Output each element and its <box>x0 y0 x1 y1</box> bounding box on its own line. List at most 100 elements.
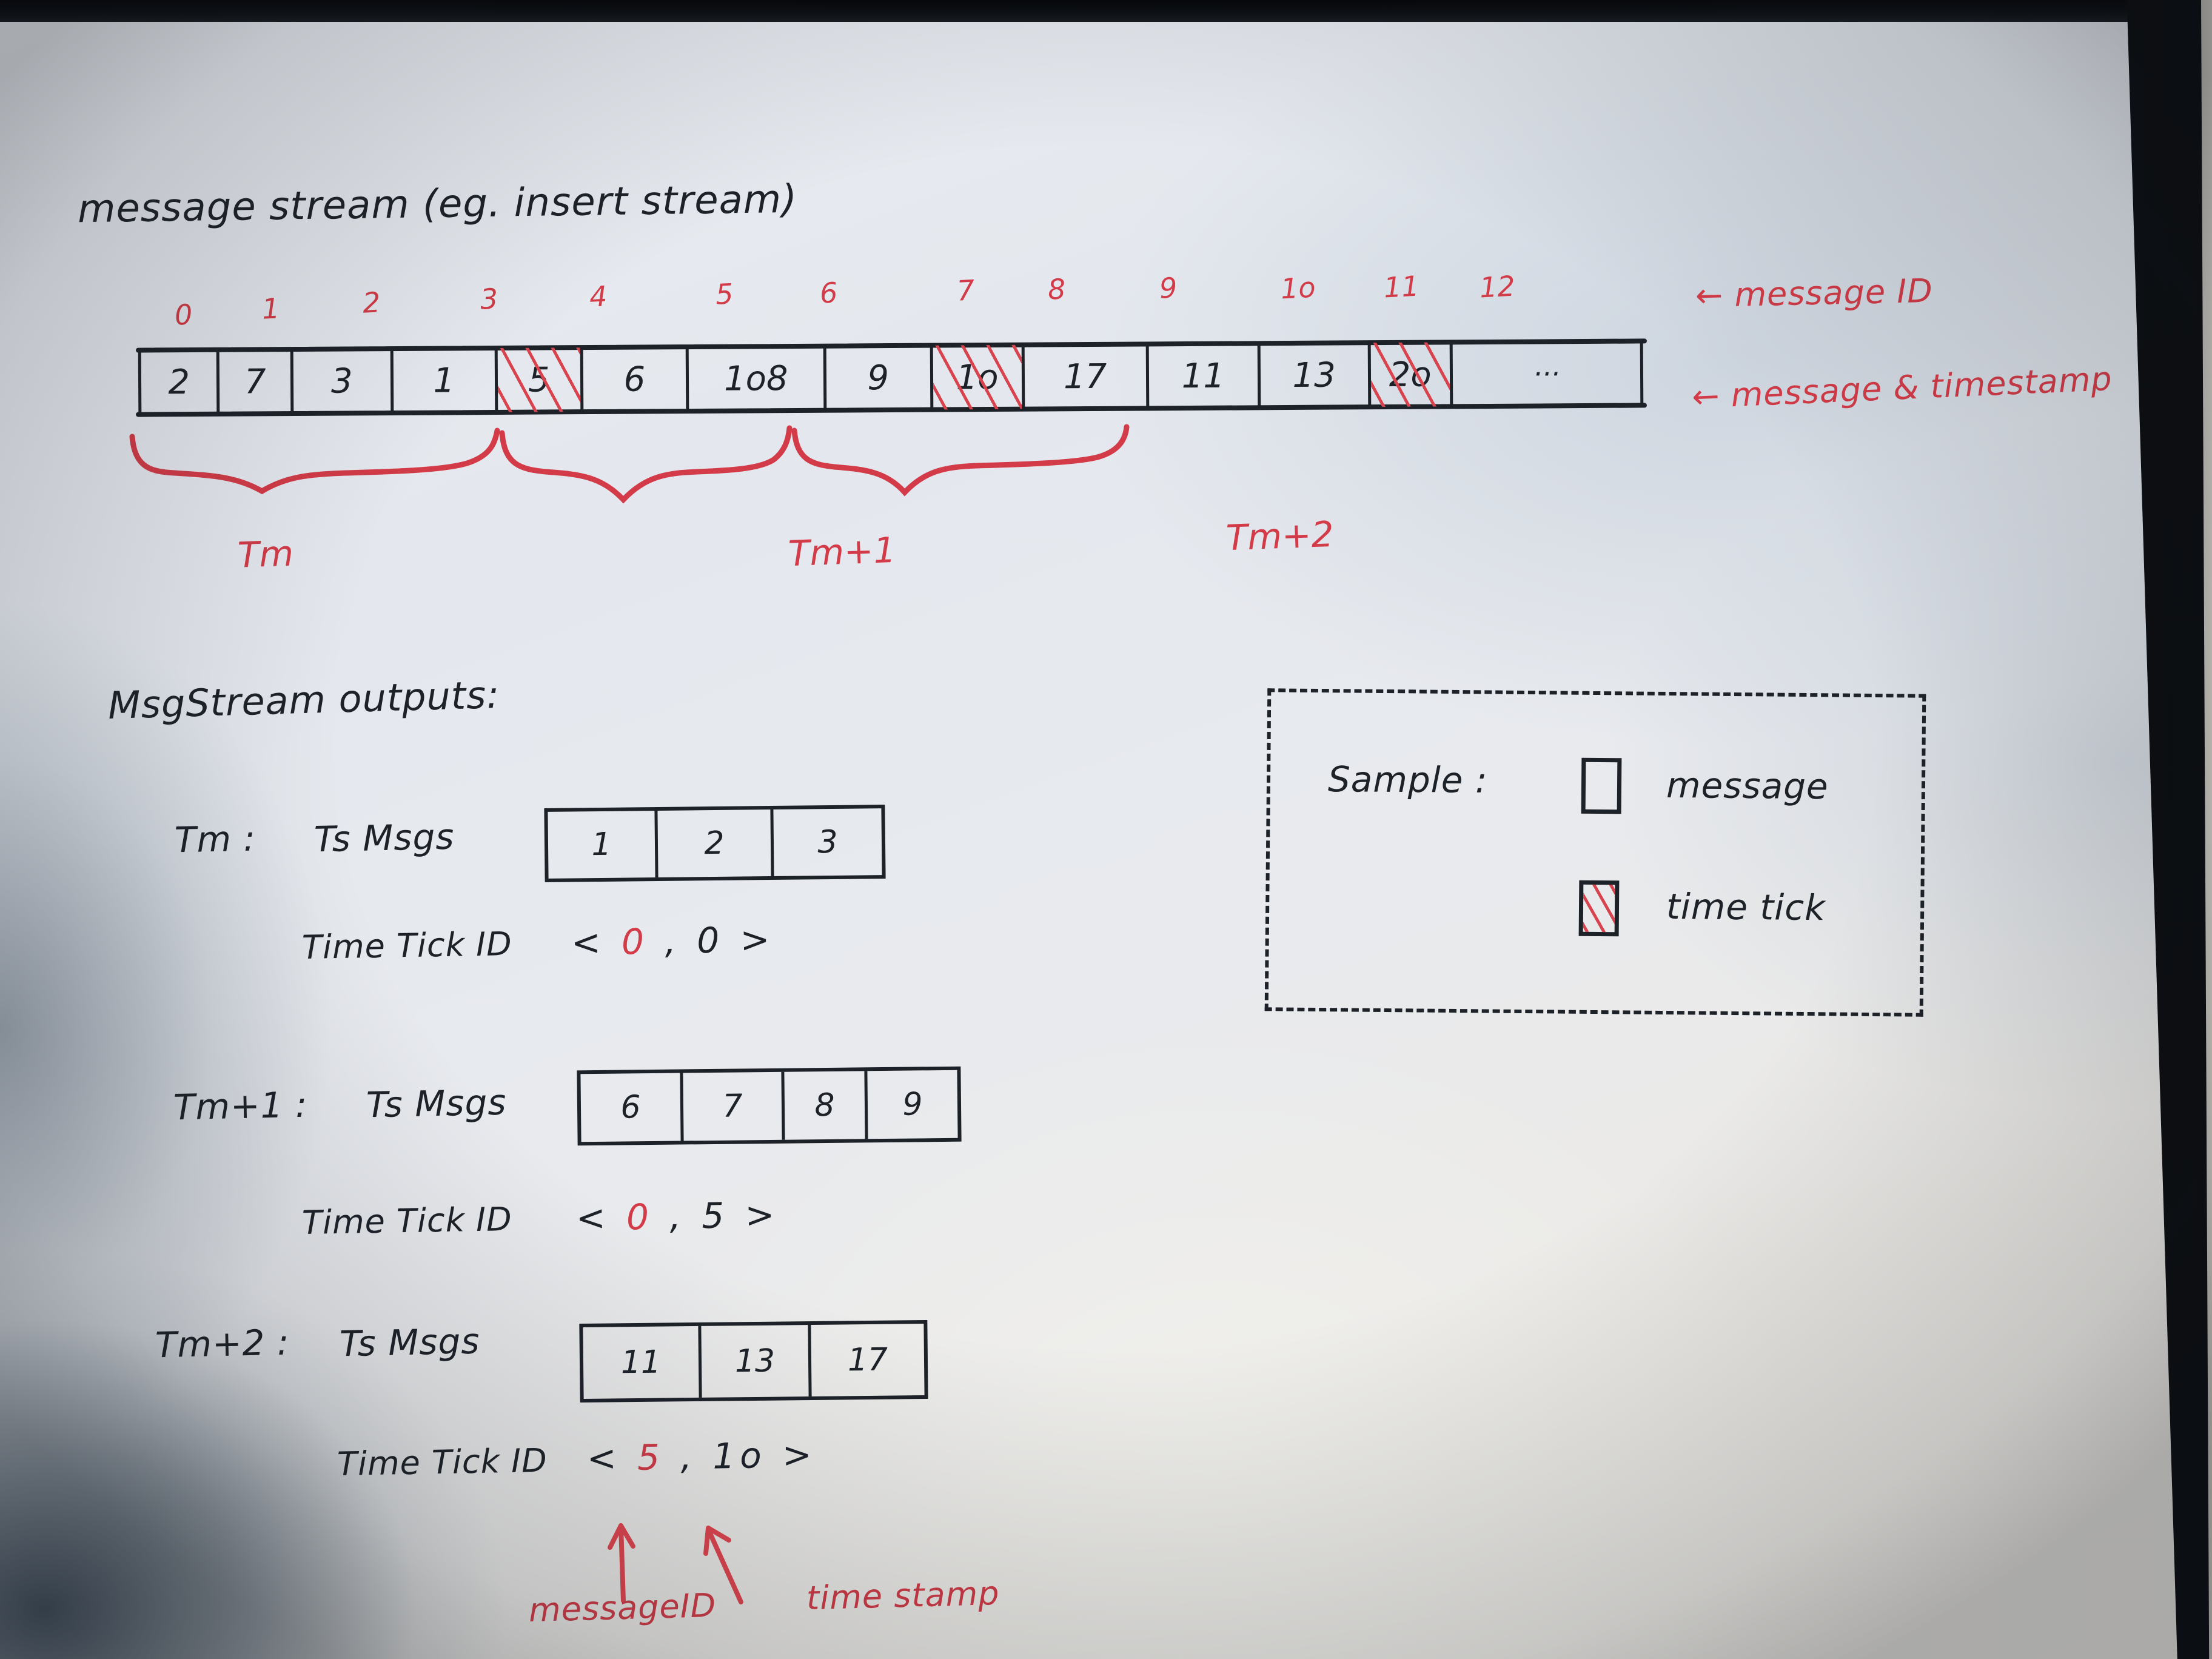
output-msg-value: 11 <box>620 1344 662 1381</box>
output-msg-cell: 7 <box>680 1071 782 1141</box>
output-msg-value: 1 <box>591 826 612 863</box>
stream-cell-value: 2 <box>168 362 190 402</box>
output-msg-value: 8 <box>814 1087 835 1124</box>
output-msg-value: 3 <box>817 823 838 861</box>
stream-cell: 2 <box>138 349 217 415</box>
stream-cell-value: 7 <box>244 361 266 402</box>
stream-index: 11 <box>1382 269 1420 304</box>
stream-cell-value: 11 <box>1181 356 1225 396</box>
timetick-hatch-icon <box>1580 882 1618 935</box>
output-msgs-label: Ts Msgs <box>366 1081 508 1126</box>
stream-cell-timetick: 2o <box>1367 342 1450 407</box>
tick-comma: , <box>680 1436 697 1478</box>
stream-cell-value: 6 <box>623 359 646 400</box>
output-msgs-label: Ts Msgs <box>339 1320 481 1365</box>
stream-cell-value: 17 <box>1063 357 1107 397</box>
output-tick-label: Time Tick ID <box>301 1199 513 1242</box>
output-msg-cell: 6 <box>580 1073 680 1142</box>
tick-open-bracket: < <box>586 1437 622 1480</box>
legend-swatch-timetick <box>1578 880 1620 937</box>
output-msg-cell: 8 <box>781 1071 865 1140</box>
stream-index: 6 <box>819 276 839 310</box>
stream-cell: 3 <box>290 349 390 414</box>
stream-index: 0 <box>173 298 193 332</box>
tick-open-bracket: < <box>575 1196 611 1239</box>
message-stream-row: 2 7 3 1 5 6 1o8 9 1o 17 11 <box>135 338 1647 417</box>
stream-cell-timetick: 5 <box>494 347 581 412</box>
stream-index: 4 <box>588 280 608 313</box>
output-msg-value: 2 <box>704 825 725 862</box>
output-msg-cell: 3 <box>770 808 882 877</box>
stream-cell: 6 <box>580 347 686 412</box>
output-msg-value: 6 <box>620 1089 641 1126</box>
callout-arrows <box>608 1523 743 1604</box>
tick-timestamp: 0 <box>696 919 725 962</box>
stream-cell-value: 13 <box>1292 355 1336 395</box>
stream-index: 8 <box>1047 272 1067 306</box>
stream-index: 2 <box>361 286 381 320</box>
stream-cell-value: 3 <box>330 361 353 401</box>
output-msgs-box: 6 7 8 9 <box>577 1066 962 1146</box>
stream-index: 1 <box>261 292 281 326</box>
tick-close-bracket: > <box>782 1433 817 1476</box>
stream-cell: 9 <box>823 345 931 411</box>
output-tick-value: < 0 , 5 > <box>575 1194 779 1239</box>
tick-timestamp: 5 <box>701 1195 729 1237</box>
output-msg-cell: 2 <box>654 809 771 878</box>
stream-index: 7 <box>956 273 976 307</box>
stream-cell-value: 1 <box>433 360 455 401</box>
legend-swatch-message <box>1581 757 1622 814</box>
tick-open-bracket: < <box>571 921 606 964</box>
legend-title: Sample : <box>1327 759 1488 801</box>
legend-label: message <box>1666 764 1829 808</box>
stream-index: 12 <box>1478 269 1516 304</box>
tick-comma: , <box>669 1195 686 1238</box>
output-msgs-label: Ts Msgs <box>313 816 455 860</box>
brace-label: Tm+2 <box>1225 513 1335 559</box>
output-msg-cell: 11 <box>583 1326 699 1399</box>
stream-cell-value: 5 <box>528 360 550 400</box>
stream-cell: 1o8 <box>685 346 823 412</box>
stream-cell: 1 <box>390 347 495 414</box>
stream-cell-value: 1o8 <box>723 358 788 399</box>
stream-cell: 17 <box>1021 344 1147 409</box>
stream-cell-ellipsis: ··· <box>1449 341 1644 407</box>
annotation-message-id: ← message ID <box>1695 271 1934 315</box>
legend-box <box>1264 688 1926 1017</box>
output-msg-value: 9 <box>902 1086 923 1123</box>
tick-close-bracket: > <box>744 1194 780 1236</box>
brace-label: Tm+1 <box>787 529 897 575</box>
desk-edge-top <box>0 0 2212 22</box>
output-msg-cell: 9 <box>864 1070 958 1139</box>
tick-timestamp: 1o <box>712 1435 767 1477</box>
stream-cell-value: ··· <box>1533 357 1560 390</box>
stream-cell: 13 <box>1257 343 1368 408</box>
stream-cell-timetick: 1o <box>930 344 1022 410</box>
stream-index: 5 <box>714 277 734 311</box>
output-msg-value: 17 <box>847 1341 888 1379</box>
output-msg-cell: 17 <box>808 1324 925 1397</box>
tick-message-id: 5 <box>637 1436 665 1478</box>
output-group-name: Tm : <box>174 817 256 861</box>
brace-label: Tm <box>236 532 295 576</box>
output-msg-cell: 13 <box>698 1325 809 1398</box>
stream-cell-value: 1o <box>956 357 999 397</box>
legend-label: time tick <box>1666 885 1826 929</box>
output-msg-value: 13 <box>734 1342 776 1380</box>
output-msg-cell: 1 <box>548 811 655 879</box>
brace-group <box>129 424 1130 504</box>
callout-message-id: messageID <box>528 1586 717 1630</box>
output-msg-value: 7 <box>722 1088 743 1125</box>
callout-timestamp: time stamp <box>806 1574 1000 1618</box>
output-tick-value: < 5 , 1o > <box>586 1434 817 1480</box>
output-group-name: Tm+2 : <box>155 1321 290 1366</box>
output-tick-label: Time Tick ID <box>301 924 513 967</box>
output-msgs-box: 11 13 17 <box>579 1319 928 1403</box>
stream-cell: 7 <box>216 349 291 414</box>
output-msgs-box: 1 2 3 <box>544 805 886 882</box>
tick-message-id: 0 <box>626 1196 654 1238</box>
stream-cell: 11 <box>1145 343 1258 409</box>
output-group-name: Tm+1 : <box>173 1084 309 1128</box>
